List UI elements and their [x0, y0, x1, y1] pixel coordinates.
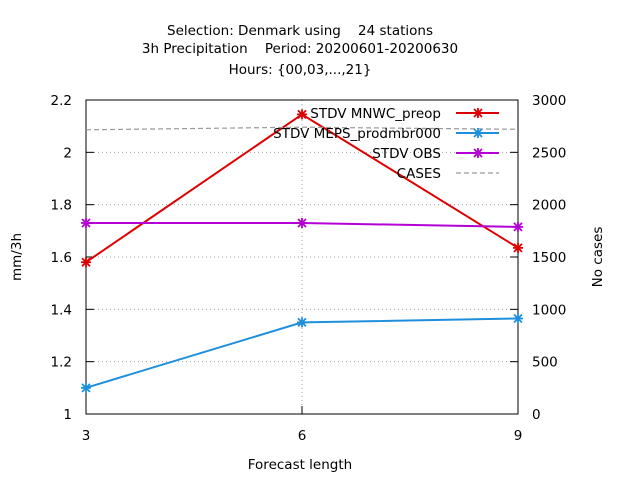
- y-tick-label: 1.2: [51, 355, 72, 371]
- data-point: [81, 257, 91, 268]
- y-tick-label: 1.8: [51, 198, 72, 214]
- grid: [86, 100, 518, 414]
- data-point: [513, 242, 523, 253]
- y2-tick-label: 1000: [532, 302, 566, 318]
- series-layer: [81, 109, 523, 393]
- y-axis-label: mm/3h: [9, 233, 25, 281]
- data-point: [473, 108, 483, 118]
- series-line: [85, 126, 519, 131]
- data-point: [297, 109, 307, 120]
- chart-title-line-1: Selection: Denmark using 24 stations: [167, 23, 433, 39]
- data-point: [513, 221, 523, 232]
- legend-label: STDV MNWC_preop: [310, 106, 441, 122]
- axis-ticks: 1 1.2 1.4 1.6 1.8 2 2.2 0 500 1000 1500 2000 2500 300…: [51, 93, 567, 444]
- y2-axis-label: No cases: [590, 227, 606, 288]
- chart-title-line-2: 3h Precipitation Period: 20200601-202006…: [142, 41, 458, 57]
- x-tick-label: 3: [82, 428, 91, 444]
- data-point: [473, 148, 483, 158]
- chart-title-line-3: Hours: {00,03,...,21}: [229, 62, 372, 78]
- y-tick-label: 1.6: [51, 250, 72, 266]
- x-tick-label: 9: [514, 428, 523, 444]
- legend-label: STDV OBS: [372, 146, 441, 162]
- y2-tick-label: 2000: [532, 198, 566, 214]
- y2-tick-label: 1500: [532, 250, 566, 266]
- data-point: [81, 217, 91, 228]
- y-tick-label: 1: [63, 407, 72, 423]
- y2-tick-label: 2500: [532, 145, 566, 161]
- y-tick-label: 2.2: [51, 93, 72, 109]
- y2-tick-label: 500: [532, 355, 558, 371]
- chart-title-group: Selection: Denmark using 24 stations 3h …: [142, 23, 458, 78]
- legend-label: STDV MEPS_prodmbr000: [273, 126, 441, 142]
- x-axis-label: Forecast length: [248, 457, 352, 473]
- data-point: [473, 128, 483, 138]
- y-tick-label: 2: [63, 145, 72, 161]
- data-point: [297, 217, 307, 228]
- legend-label: CASES: [397, 166, 441, 182]
- y2-tick-label: 3000: [532, 93, 566, 109]
- y2-tick-label: 0: [532, 407, 541, 423]
- x-tick-label: 6: [298, 428, 307, 444]
- data-point: [81, 382, 91, 393]
- legend: STDV MNWC_preop STDV MEPS_prodmbr000 STDV …: [273, 106, 499, 182]
- y-tick-label: 1.4: [51, 302, 72, 318]
- data-point: [513, 313, 523, 324]
- data-point: [297, 317, 307, 328]
